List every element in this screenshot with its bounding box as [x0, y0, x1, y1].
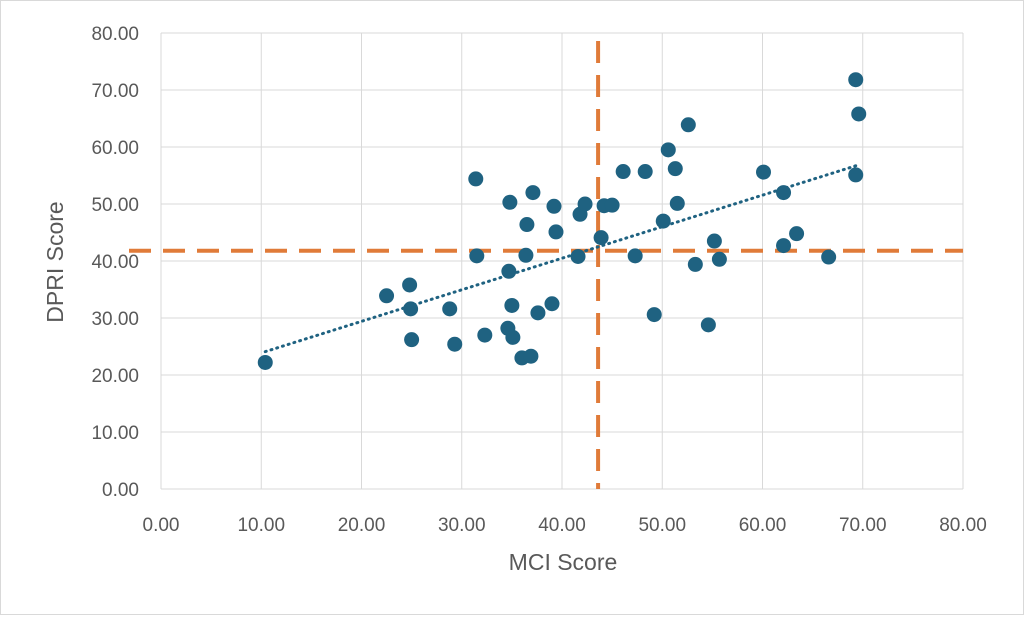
- data-point: [646, 307, 662, 323]
- data-point: [447, 336, 463, 352]
- y-tick-label: 40.00: [91, 252, 139, 273]
- data-point: [700, 317, 716, 333]
- data-point: [518, 247, 534, 263]
- data-point: [502, 194, 518, 210]
- data-point: [548, 224, 564, 240]
- data-point: [660, 142, 676, 158]
- data-points: [257, 72, 867, 370]
- data-point: [776, 238, 792, 254]
- y-axis-title: DPRI Score: [42, 201, 68, 322]
- x-tick-label: 60.00: [739, 515, 787, 536]
- data-point: [404, 332, 420, 348]
- data-point: [821, 249, 837, 265]
- x-tick-label: 0.00: [143, 515, 180, 536]
- data-point: [604, 197, 620, 213]
- y-tick-label: 50.00: [91, 195, 139, 216]
- data-point: [442, 301, 458, 317]
- x-tick-label: 20.00: [338, 515, 386, 536]
- data-point: [667, 161, 683, 177]
- data-point: [379, 288, 395, 304]
- data-point: [523, 348, 539, 364]
- data-point: [687, 256, 703, 272]
- grid: [160, 32, 964, 490]
- data-point: [593, 230, 609, 246]
- data-point: [669, 195, 685, 211]
- y-axis-ticks: 0.00 10.00 20.00 30.00 40.00 50.00 60.00 70.00 8…: [91, 24, 139, 501]
- data-point: [848, 72, 864, 88]
- data-point: [477, 327, 493, 343]
- x-tick-label: 70.00: [839, 515, 887, 536]
- y-tick-label: 80.00: [91, 24, 139, 45]
- reference-lines: [129, 41, 963, 489]
- x-tick-label: 10.00: [237, 515, 285, 536]
- data-point: [615, 164, 631, 180]
- data-point: [504, 297, 520, 313]
- y-tick-label: 30.00: [91, 309, 139, 330]
- data-point: [525, 185, 541, 201]
- x-tick-label: 40.00: [538, 515, 586, 536]
- data-point: [257, 354, 273, 370]
- data-point: [544, 296, 560, 312]
- trendline: [263, 164, 858, 354]
- data-point: [776, 185, 792, 201]
- data-point: [637, 164, 653, 180]
- data-point: [468, 171, 484, 187]
- data-point: [402, 277, 418, 293]
- y-tick-label: 60.00: [91, 138, 139, 159]
- y-tick-label: 10.00: [91, 423, 139, 444]
- data-point: [655, 213, 671, 229]
- x-axis-ticks: 0.00 10.00 20.00 30.00 40.00 50.00 60.00 70.00 8…: [143, 515, 987, 536]
- data-point: [627, 248, 643, 264]
- data-point: [848, 167, 864, 183]
- y-tick-label: 0.00: [102, 480, 139, 501]
- data-point: [519, 217, 535, 233]
- data-point: [577, 196, 593, 212]
- trendline-layer: [263, 164, 858, 354]
- y-tick-label: 20.00: [91, 366, 139, 387]
- x-tick-label: 50.00: [638, 515, 686, 536]
- data-point: [505, 329, 521, 345]
- data-point: [789, 226, 805, 242]
- x-axis-title: MCI Score: [509, 549, 618, 575]
- data-point: [706, 233, 722, 249]
- data-point: [530, 305, 546, 321]
- data-point: [546, 198, 562, 214]
- data-point: [469, 248, 485, 264]
- data-point: [851, 106, 867, 122]
- data-point: [501, 263, 517, 279]
- data-point: [570, 248, 586, 264]
- data-point: [403, 301, 419, 317]
- x-tick-label: 30.00: [438, 515, 486, 536]
- data-point: [756, 164, 772, 180]
- y-tick-label: 70.00: [91, 81, 139, 102]
- data-point: [680, 117, 696, 133]
- x-tick-label: 80.00: [939, 515, 987, 536]
- data-point: [711, 251, 727, 267]
